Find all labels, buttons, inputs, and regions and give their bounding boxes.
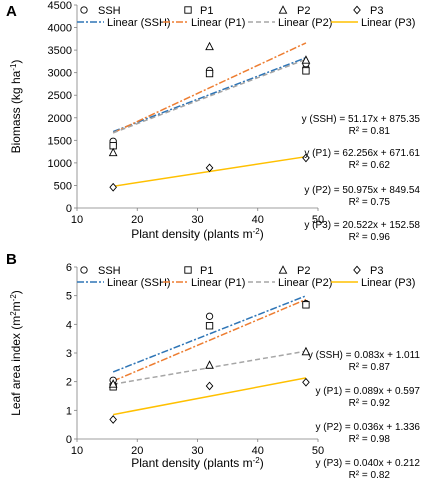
x-tick-label: 50 — [312, 445, 324, 457]
x-tick-label: 30 — [191, 445, 203, 457]
data-point-p2 — [205, 360, 214, 369]
fit-equation-p1: y (P1) = 0.089x + 0.597 — [315, 386, 420, 397]
data-point-ssh — [205, 312, 214, 320]
fit-equation-ssh: y (SSH) = 0.083x + 1.011 — [308, 350, 421, 361]
chart-panel-b: B 0 1 2 3 4 5 6 10 20 30 40 50 Plant density (plants … — [6, 251, 420, 481]
legend-fit-label-p3: Linear (P3) — [361, 17, 415, 29]
fit-equation-p2: y (P2) = 50.975x + 849.54 — [304, 185, 420, 196]
legend-marker-p2 — [278, 5, 288, 14]
fit-r2-p1: R² = 0.92 — [349, 398, 391, 409]
legend-marker-p1 — [184, 6, 192, 14]
legend-label-p3: P3 — [370, 5, 383, 17]
y-tick-label: 2000 — [48, 113, 72, 125]
fit-equation-p3: y (P3) = 0.040x + 0.212 — [315, 458, 420, 469]
data-point-p2 — [301, 346, 311, 356]
legend-marker-p3 — [353, 5, 361, 15]
fit-r2-p3: R² = 0.96 — [349, 232, 391, 243]
panel-label: B — [6, 251, 17, 268]
legend-label-p2: P2 — [297, 5, 310, 17]
legend-fit-label-p3: Linear (P3) — [361, 277, 415, 289]
y-tick-label: 2500 — [48, 90, 72, 102]
y-tick-label: 3 — [66, 348, 72, 360]
legend-marker-p1 — [184, 266, 192, 274]
fit-r2-ssh: R² = 0.87 — [349, 362, 391, 373]
legend-fit-label-p1: Linear (P1) — [191, 277, 245, 289]
legend-marker-ssh — [80, 266, 88, 274]
data-point-p1 — [205, 322, 214, 330]
y-axis-label: Biomass (kg ha-1) — [9, 60, 24, 154]
legend-label-ssh: SSH — [98, 265, 121, 277]
x-axis-label: Plant density (plants m-2) — [131, 456, 264, 471]
y-tick-label: 6 — [66, 262, 72, 274]
x-tick-label: 50 — [312, 214, 324, 226]
x-tick-label: 10 — [71, 214, 83, 226]
data-point-p1 — [302, 301, 310, 309]
y-tick-label: 0 — [66, 203, 72, 215]
legend-label-p1: P1 — [200, 5, 213, 17]
fit-r2-p2: R² = 0.98 — [349, 434, 391, 445]
fit-equation-p2: y (P2) = 0.036x + 1.336 — [315, 422, 420, 433]
fit-equation-p1: y (P1) = 62.256x + 671.61 — [304, 148, 420, 159]
data-point-p3 — [109, 182, 117, 192]
data-point-p3 — [302, 153, 310, 163]
panel-label: A — [6, 3, 17, 20]
legend-fit-label-p2: Linear (P2) — [278, 277, 332, 289]
y-tick-label: 3500 — [48, 45, 72, 57]
legend-label-p1: P1 — [200, 265, 213, 277]
x-tick-label: 40 — [252, 445, 264, 457]
legend-fit-label-ssh: Linear (SSH) — [107, 17, 171, 29]
x-axis-label: Plant density (plants m-2) — [131, 227, 264, 242]
y-tick-label: 500 — [54, 180, 72, 192]
fit-r2-p3: R² = 0.82 — [349, 470, 391, 481]
fit-line-ssh — [112, 57, 307, 133]
fit-line-p3 — [113, 377, 307, 416]
y-tick-label: 3000 — [48, 68, 72, 80]
legend-fit-label-p2: Linear (P2) — [278, 17, 332, 29]
legend-label-ssh: SSH — [98, 5, 121, 17]
data-point-p2 — [301, 55, 311, 64]
data-point-p3 — [109, 415, 117, 424]
y-tick-label: 0 — [66, 434, 72, 446]
legend-label-p3: P3 — [370, 265, 383, 277]
fit-r2-p1: R² = 0.62 — [349, 160, 391, 171]
y-tick-label: 4500 — [48, 0, 72, 12]
y-tick-label: 5 — [66, 291, 72, 303]
data-point-p3 — [205, 381, 214, 391]
legend-fit-label-p1: Linear (P1) — [191, 17, 245, 29]
legend-marker-p3 — [353, 265, 361, 275]
legend-marker-p2 — [278, 265, 288, 274]
fit-line-p2 — [112, 58, 307, 134]
data-point-p1 — [302, 67, 310, 75]
data-point-p1 — [205, 69, 214, 78]
y-tick-label: 1000 — [48, 158, 72, 170]
data-point-p2 — [205, 41, 214, 51]
fit-r2-ssh: R² = 0.81 — [349, 126, 391, 137]
data-point-p3 — [205, 163, 214, 173]
legend-label-p2: P2 — [297, 265, 310, 277]
chart-panel-a: A 0 500 1000 1500 2000 2500 3000 3500 4000 4500 10 2… — [6, 0, 420, 243]
x-tick-label: 40 — [252, 214, 264, 226]
fit-equation-ssh: y (SSH) = 51.17x + 875.35 — [302, 114, 421, 125]
data-point-p2 — [108, 147, 118, 157]
fit-r2-p2: R² = 0.75 — [349, 197, 391, 208]
x-tick-label: 20 — [131, 214, 143, 226]
fit-line-p1 — [112, 298, 307, 382]
legend-marker-ssh — [80, 6, 88, 14]
y-tick-label: 4 — [66, 319, 72, 331]
x-tick-label: 20 — [131, 445, 143, 457]
fit-line-ssh — [112, 295, 307, 373]
y-axis-label: Leaf area index (m2m-2) — [9, 290, 24, 416]
data-point-p2 — [108, 379, 118, 388]
y-tick-label: 1500 — [48, 135, 72, 147]
x-tick-label: 10 — [71, 445, 83, 457]
fit-equation-p3: y (P3) = 20.522x + 152.58 — [304, 220, 420, 231]
legend-fit-label-ssh: Linear (SSH) — [107, 277, 171, 289]
y-tick-label: 2 — [66, 377, 72, 389]
fit-line-p1 — [112, 42, 307, 134]
y-tick-label: 4000 — [48, 23, 72, 35]
data-point-p3 — [302, 377, 310, 387]
y-tick-label: 1 — [66, 405, 72, 417]
x-tick-label: 30 — [191, 214, 203, 226]
